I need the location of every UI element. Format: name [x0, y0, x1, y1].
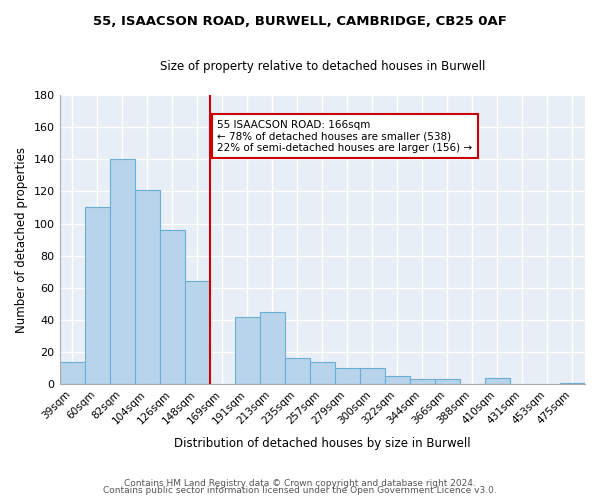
Text: 55, ISAACSON ROAD, BURWELL, CAMBRIDGE, CB25 0AF: 55, ISAACSON ROAD, BURWELL, CAMBRIDGE, C… — [93, 15, 507, 28]
Bar — [335, 368, 360, 384]
Bar — [435, 380, 460, 384]
Bar — [360, 368, 385, 384]
X-axis label: Distribution of detached houses by size in Burwell: Distribution of detached houses by size … — [174, 437, 470, 450]
Bar — [59, 362, 85, 384]
Bar — [410, 380, 435, 384]
Text: Contains HM Land Registry data © Crown copyright and database right 2024.: Contains HM Land Registry data © Crown c… — [124, 478, 476, 488]
Bar — [160, 230, 185, 384]
Bar — [260, 312, 285, 384]
Bar — [285, 358, 310, 384]
Text: Contains public sector information licensed under the Open Government Licence v3: Contains public sector information licen… — [103, 486, 497, 495]
Bar — [110, 160, 134, 384]
Bar — [85, 208, 110, 384]
Bar — [560, 382, 585, 384]
Title: Size of property relative to detached houses in Burwell: Size of property relative to detached ho… — [160, 60, 485, 73]
Bar — [235, 316, 260, 384]
Bar — [385, 376, 410, 384]
Y-axis label: Number of detached properties: Number of detached properties — [15, 146, 28, 332]
Bar — [485, 378, 510, 384]
Text: 55 ISAACSON ROAD: 166sqm
← 78% of detached houses are smaller (538)
22% of semi-: 55 ISAACSON ROAD: 166sqm ← 78% of detach… — [217, 120, 472, 153]
Bar — [310, 362, 335, 384]
Bar — [185, 282, 209, 384]
Bar — [134, 190, 160, 384]
